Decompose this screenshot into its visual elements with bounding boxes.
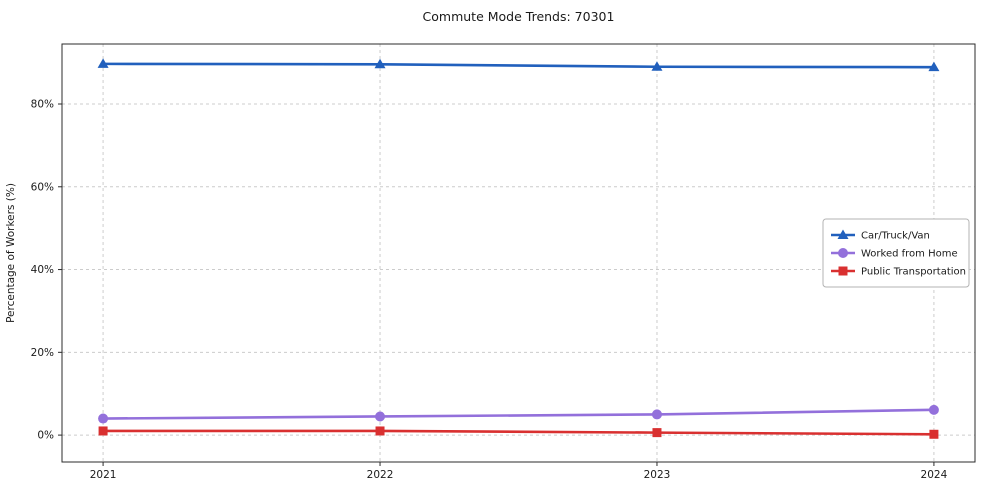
series-0 — [97, 58, 940, 72]
x-axis: 2021 2022 2023 2024 — [90, 462, 948, 481]
series-2 — [98, 426, 939, 439]
y-tick-label: 20% — [31, 347, 54, 359]
legend: Car/Truck/Van Worked from Home Public Tran… — [822, 218, 970, 288]
y-axis: 0% 20% 40% 60% 80% — [31, 99, 62, 442]
y-tick-label: 0% — [37, 430, 54, 442]
y-tick-label: 80% — [31, 99, 54, 111]
x-tick-label: 2021 — [90, 469, 117, 481]
legend-label: Public Transportation — [861, 267, 966, 278]
x-tick-label: 2023 — [644, 469, 671, 481]
y-axis-label: Percentage of Workers (%) — [5, 183, 17, 323]
y-tick-label: 40% — [31, 264, 54, 276]
legend-label: Worked from Home — [861, 249, 958, 260]
x-tick-label: 2024 — [921, 469, 948, 481]
axes-border — [61, 43, 976, 463]
gridlines — [62, 44, 975, 462]
legend-label: Car/Truck/Van — [861, 231, 930, 242]
chart-title: Commute Mode Trends: 70301 — [422, 9, 615, 24]
x-tick-label: 2022 — [367, 469, 394, 481]
series-1 — [98, 404, 939, 424]
y-tick-label: 60% — [31, 181, 54, 193]
